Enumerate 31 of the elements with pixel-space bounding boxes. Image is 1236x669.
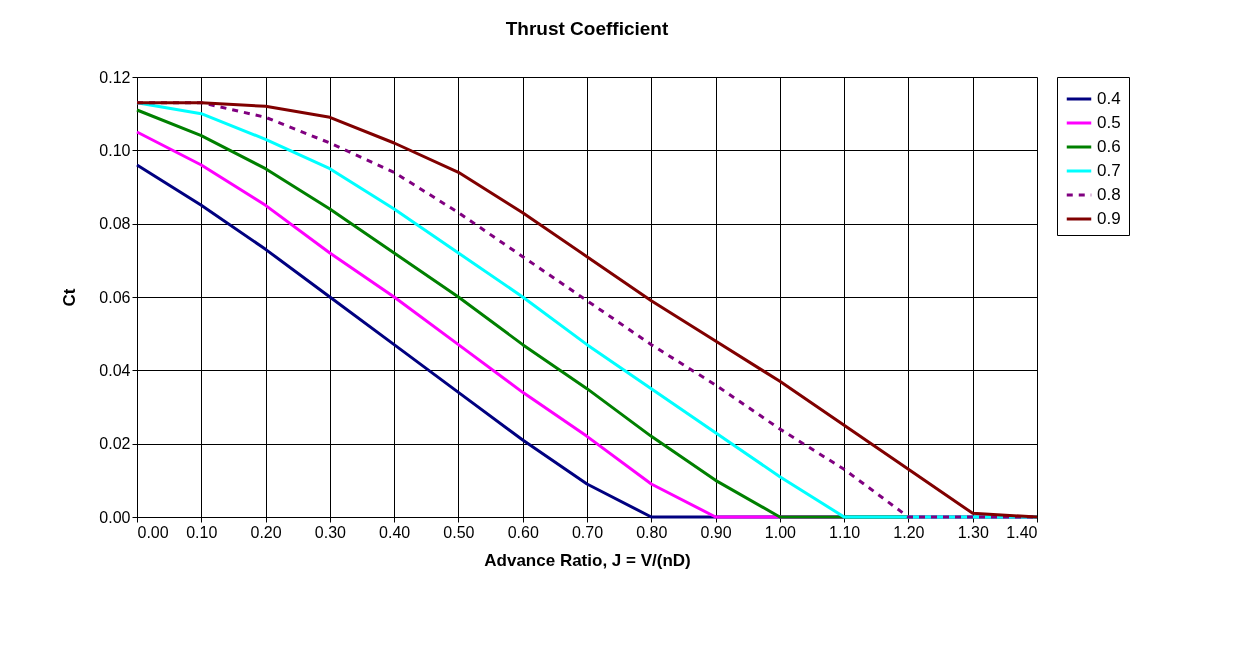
y-tick-label: 0.10	[99, 141, 131, 159]
x-tick-label: 0.80	[636, 523, 668, 541]
y-tick-label: 0.00	[99, 508, 131, 526]
x-tick-label: 0.40	[379, 523, 411, 541]
legend-label: 0.4	[1097, 89, 1121, 108]
x-tick-label: 1.20	[893, 523, 925, 541]
legend-label: 0.5	[1097, 113, 1121, 132]
legend-label: 0.9	[1097, 209, 1121, 228]
x-tick-label: 1.40	[1006, 523, 1038, 541]
chart-title: Thrust Coefficient	[505, 18, 669, 39]
y-tick-label: 0.08	[99, 215, 131, 233]
y-tick-label: 0.02	[99, 435, 131, 453]
x-tick-label: 0.90	[700, 523, 732, 541]
legend-label: 0.7	[1097, 161, 1121, 180]
x-tick-label: 1.00	[764, 523, 797, 541]
x-tick-label: 0.00	[137, 523, 169, 541]
x-tick-label: 0.60	[507, 523, 539, 541]
y-axis-title: Ct	[60, 288, 80, 307]
y-tick-label: 0.04	[99, 361, 131, 379]
x-tick-label: 0.70	[571, 523, 604, 541]
x-axis-title: Advance Ratio, J = V/(nD)	[484, 550, 691, 570]
x-tick-label: 0.30	[314, 523, 347, 541]
y-tick-label: 0.06	[99, 288, 131, 306]
x-tick-label: 0.10	[186, 523, 218, 541]
x-tick-label: 0.50	[443, 523, 475, 541]
x-tick-label: 0.20	[250, 523, 282, 541]
legend-label: 0.6	[1097, 137, 1121, 156]
x-tick-label: 1.30	[957, 523, 989, 541]
legend-label: 0.8	[1097, 185, 1121, 204]
y-tick-label: 0.12	[99, 68, 131, 86]
x-tick-label: 1.10	[829, 523, 861, 541]
